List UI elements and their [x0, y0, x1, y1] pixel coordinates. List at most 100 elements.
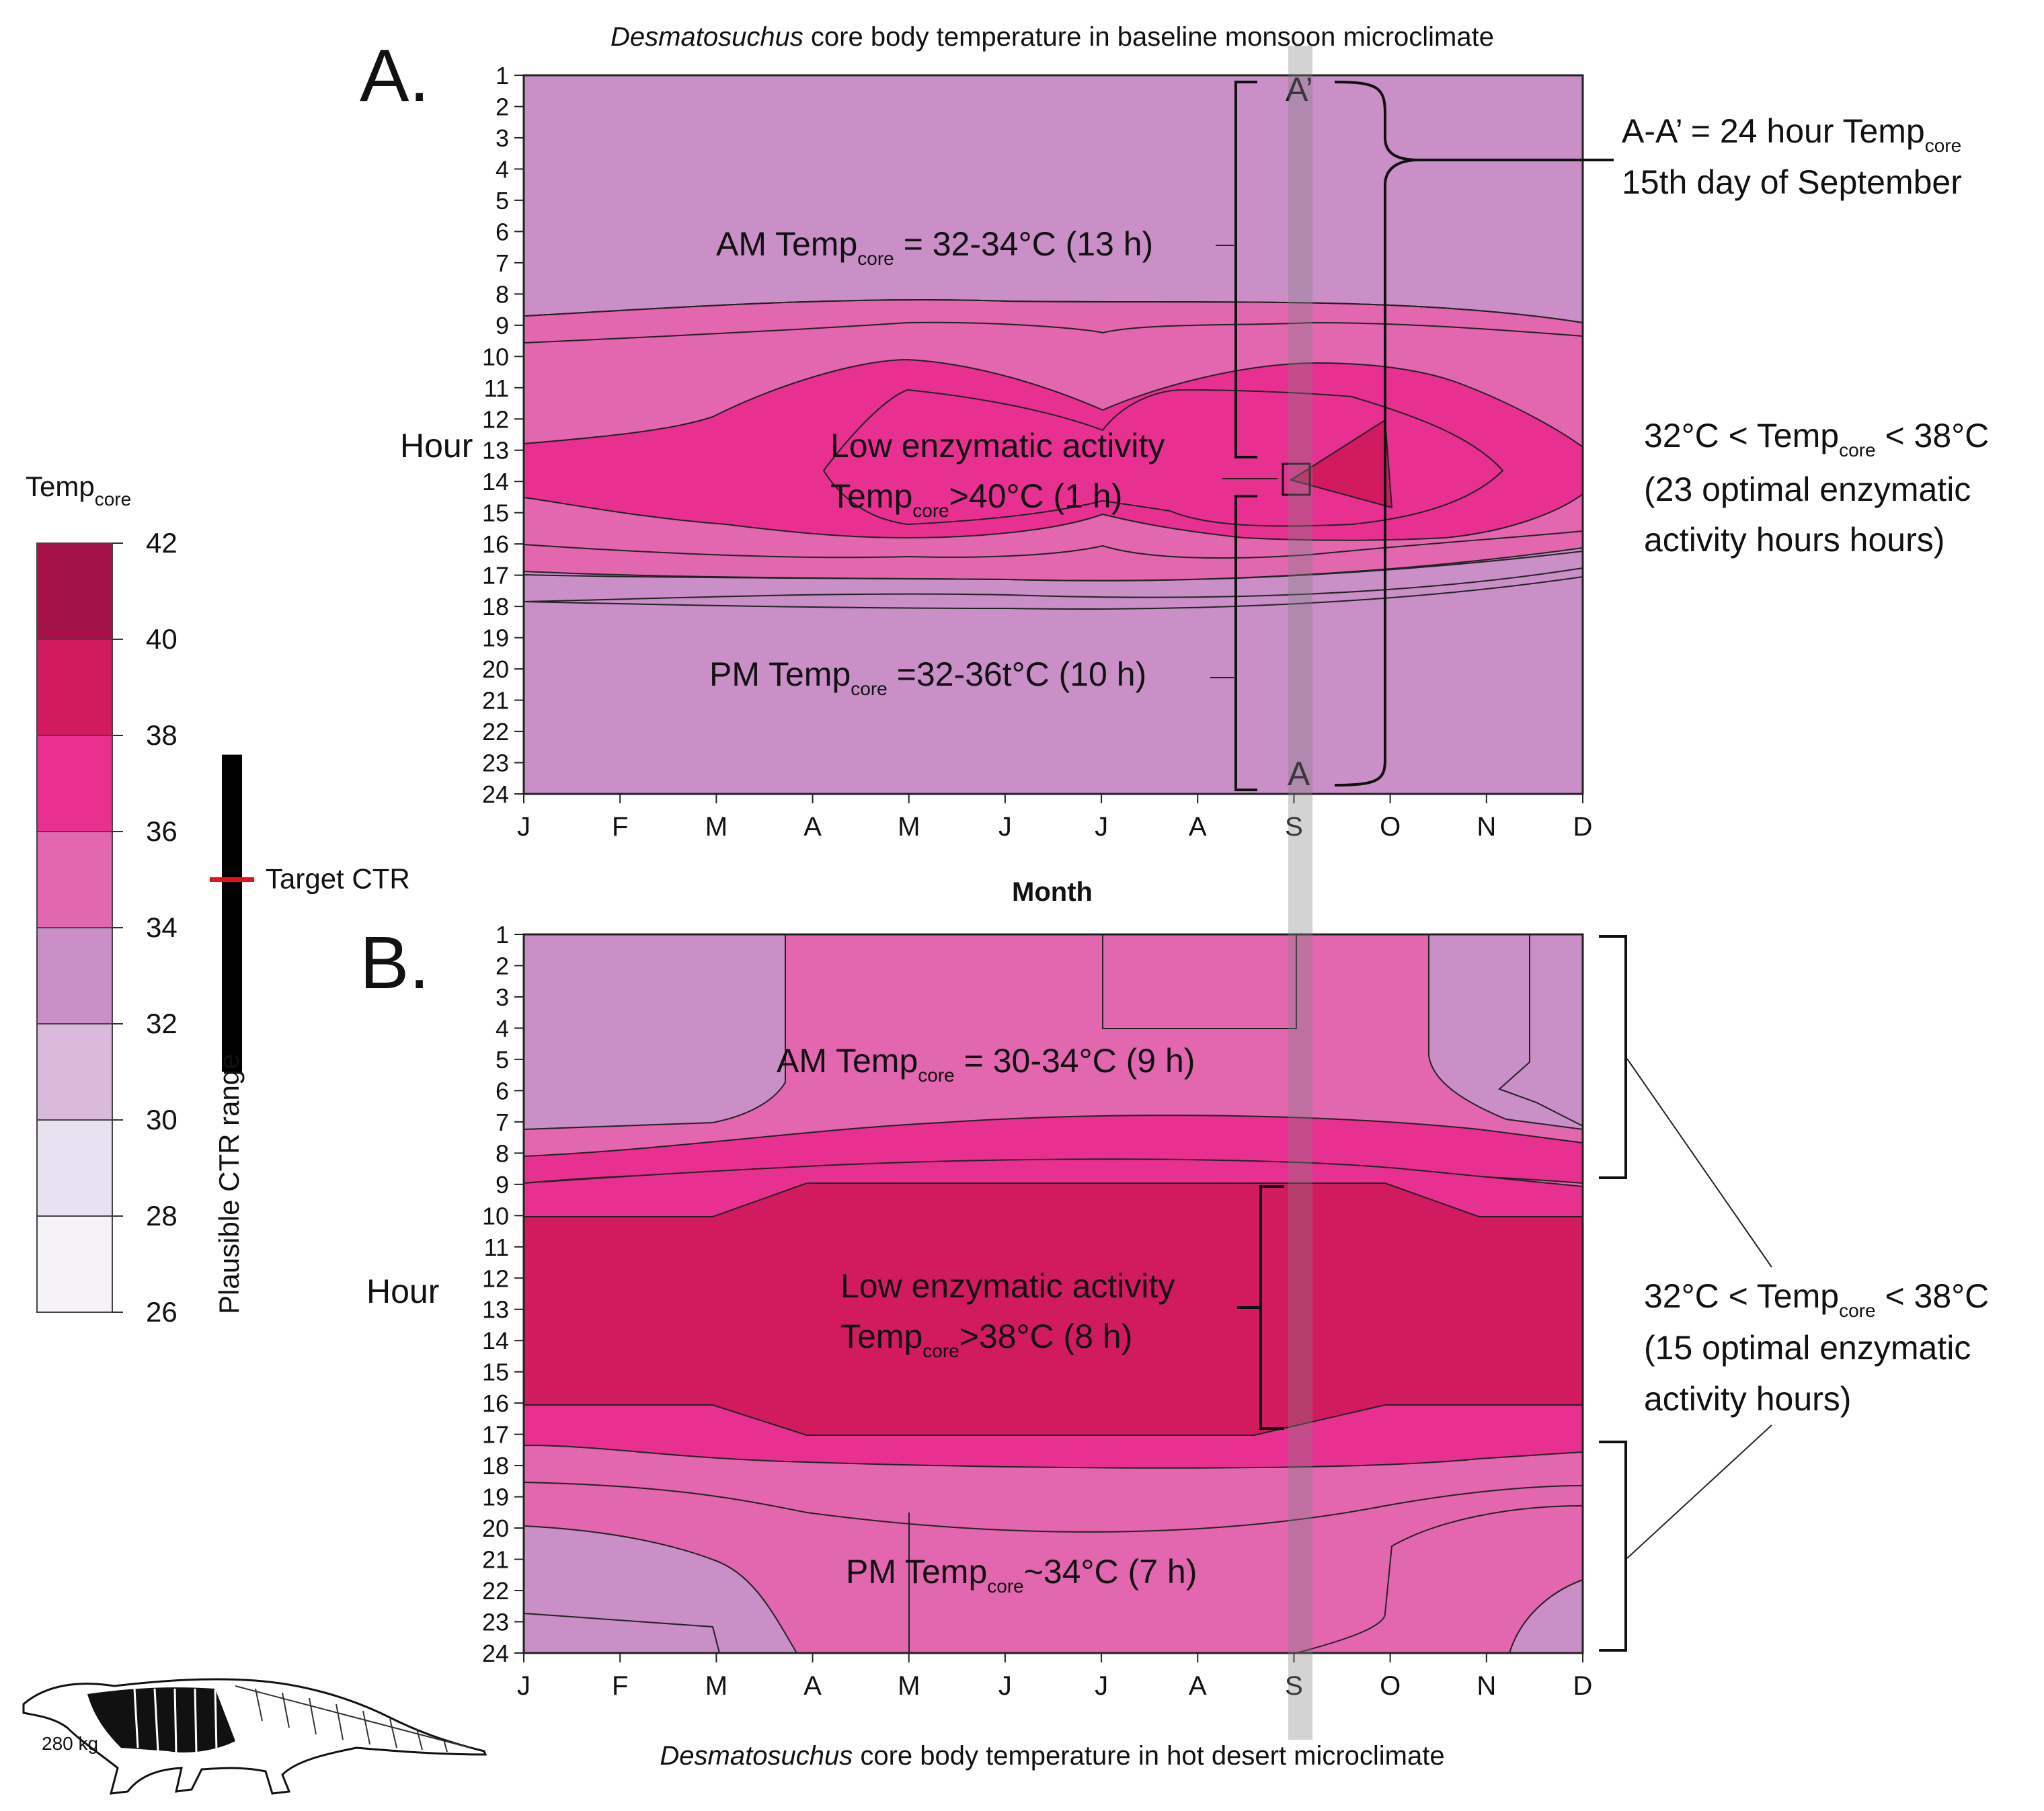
hour-tick-label: 1	[496, 921, 509, 949]
hour-tick-label: 2	[496, 952, 509, 979]
hour-tick-label: 18	[482, 1452, 509, 1480]
month-tick-label: N	[1477, 812, 1496, 842]
legend-tick-label: 42	[146, 527, 178, 559]
legend-bin	[36, 1119, 113, 1217]
target-ctr-label: Target CTR	[266, 863, 410, 895]
panel-b-contours	[524, 934, 1583, 1653]
hour-tick-label: 9	[496, 312, 509, 339]
hour-tick-label: 15	[482, 1359, 509, 1386]
month-tick-label: J	[998, 812, 1012, 842]
hour-tick-label: 24	[482, 1640, 509, 1667]
plausible-ctr-bar	[222, 754, 242, 1072]
month-tick-label: M	[705, 1671, 728, 1701]
legend-colorbar	[36, 542, 113, 1313]
legend-tick-label: 28	[146, 1200, 178, 1232]
hour-tick-label: 2	[496, 93, 509, 120]
hour-tick-label: 15	[482, 499, 509, 527]
weight-label: 280 kg	[42, 1733, 98, 1754]
month-tick-label: F	[612, 812, 628, 842]
month-tick-label: D	[1573, 812, 1593, 842]
panel-b-ylabel: Hour	[366, 1273, 439, 1310]
month-tick-label: A	[803, 1671, 822, 1701]
hour-tick-label: 24	[482, 780, 509, 808]
panel-a-aa-line2: 15th day of September	[1622, 163, 1962, 201]
hour-tick-label: 13	[482, 437, 509, 465]
panel-a-sept-marker	[1282, 462, 1311, 496]
hour-tick-label: 22	[482, 718, 509, 746]
month-tick-label: J	[1095, 812, 1108, 842]
month-tick-label: N	[1477, 1671, 1496, 1701]
panel-b-range-line3: activity hours)	[1644, 1380, 1851, 1418]
hour-tick-label: 1	[496, 62, 509, 89]
hour-tick-label: 12	[482, 1264, 509, 1292]
panel-a-pm-bracket	[1234, 495, 1257, 791]
legend-bin	[36, 831, 113, 928]
hour-tick-label: 4	[496, 1014, 509, 1042]
hour-tick-label: 20	[482, 1515, 509, 1542]
month-tick-label: M	[898, 812, 920, 842]
hour-tick-label: 14	[482, 468, 509, 495]
legend-bin	[36, 542, 113, 640]
legend-tick-label: 30	[146, 1104, 178, 1135]
month-tick-label: A	[1189, 812, 1207, 842]
hour-tick-label: 13	[482, 1296, 509, 1324]
hour-tick-label: 16	[482, 1390, 509, 1417]
hour-tick-label: 7	[496, 249, 509, 277]
panel-b-range-line2: (15 optimal enzymatic	[1644, 1329, 1971, 1367]
month-tick-label: O	[1380, 812, 1401, 842]
legend-tick-label: 32	[146, 1008, 178, 1039]
panel-a-aa-line1: A-A’ = 24 hour Tempcore	[1622, 112, 1961, 156]
panel-a-a-prime: A’	[1286, 71, 1313, 108]
panel-a-range-line3: activity hours hours)	[1644, 521, 1944, 559]
panel-b-low-line1: Low enzymatic activity	[840, 1267, 1175, 1305]
hour-tick-label: 5	[496, 1046, 509, 1074]
hour-tick-label: 14	[482, 1327, 509, 1355]
legend-bin	[36, 1023, 113, 1121]
hour-tick-label: 23	[482, 750, 509, 777]
panel-b-title: Desmatosuchus core body temperature in h…	[660, 1741, 1444, 1771]
panel-a-low-line2: Tempcore>40°C (1 h)	[830, 477, 1122, 521]
panel-a-letter: A.	[360, 34, 430, 117]
hour-tick-label: 4	[496, 155, 509, 183]
panel-a-range-line2: (23 optimal enzymatic	[1644, 471, 1971, 508]
month-tick-label: F	[612, 1671, 628, 1701]
hour-tick-label: 3	[496, 124, 509, 152]
legend: Tempcore 42 40 38 36 34 32 30 28 26 Target CTR P…	[26, 471, 410, 1328]
panel-b-low-line2: Tempcore>38°C (8 h)	[840, 1318, 1132, 1361]
hour-tick-label: 16	[482, 530, 509, 558]
plausible-ctr-label: Plausible CTR range	[213, 1053, 245, 1314]
hour-tick-label: 11	[484, 374, 509, 402]
legend-title: Tempcore	[26, 471, 131, 510]
hour-tick-label: 3	[496, 983, 509, 1011]
panel-b-pm-label: PM Tempcore~34°C (7 h)	[846, 1553, 1197, 1597]
month-tick-label: O	[1380, 1671, 1401, 1701]
hour-tick-label: 6	[496, 218, 509, 245]
legend-tick-label: 36	[146, 815, 178, 847]
panel-a-brace	[1334, 81, 1614, 787]
hour-tick-label: 10	[482, 343, 509, 370]
hour-tick-label: 9	[496, 1171, 509, 1199]
hour-tick-label: 6	[496, 1077, 509, 1104]
panel-b: B. Hour 12345678910111213141516171819202…	[360, 921, 1989, 1771]
panel-a-low-line1: Low enzymatic activity	[830, 427, 1165, 465]
panel-a: Desmatosuchus core body temperature in b…	[360, 22, 1989, 907]
hour-tick-label: 19	[482, 625, 509, 652]
hour-tick-label: 10	[482, 1202, 509, 1230]
month-tick-label: S	[1285, 1671, 1303, 1701]
hour-tick-label: 21	[482, 687, 509, 715]
legend-bin	[36, 735, 113, 832]
legend-tick-label: 38	[146, 719, 178, 751]
hour-tick-label: 8	[496, 280, 509, 308]
panel-a-pm-label: PM Tempcore =32-36t°C (10 h)	[709, 655, 1146, 699]
panel-a-am-bracket	[1234, 81, 1257, 458]
hour-tick-label: 8	[496, 1139, 509, 1167]
legend-bin	[36, 639, 113, 736]
hour-tick-label: 11	[484, 1234, 509, 1261]
hour-tick-label: 5	[496, 187, 509, 214]
month-tick-label: M	[705, 812, 728, 842]
panel-a-a: A	[1288, 755, 1310, 793]
legend-tick-label: 34	[146, 912, 178, 943]
month-tick-label: S	[1285, 812, 1303, 842]
